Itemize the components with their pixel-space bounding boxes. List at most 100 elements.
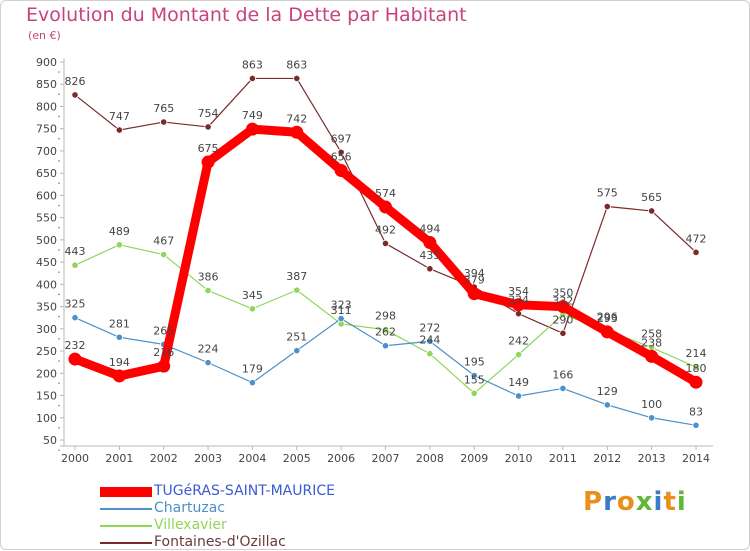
chart-title: Evolution du Montant de la Dette par Hab… bbox=[26, 4, 467, 26]
series-point-0 bbox=[112, 369, 126, 383]
data-label-1: 272 bbox=[419, 321, 440, 334]
data-label-2: 489 bbox=[109, 225, 130, 238]
series-point-2 bbox=[248, 305, 257, 313]
x-tick-label: 2010 bbox=[505, 452, 533, 465]
legend-label: TUGéRAS-SAINT-MAURICE bbox=[154, 483, 335, 499]
series-point-2 bbox=[692, 363, 700, 371]
y-tick-label: 750 bbox=[36, 123, 57, 136]
data-label-0: 749 bbox=[242, 109, 263, 122]
y-tick-label: 300 bbox=[36, 323, 57, 336]
data-label-3: 472 bbox=[686, 232, 707, 245]
data-label-2: 467 bbox=[153, 235, 174, 248]
data-label-1: 166 bbox=[552, 368, 573, 381]
data-label-0: 293 bbox=[597, 312, 618, 325]
data-label-2: 298 bbox=[375, 310, 396, 323]
data-label-3: 754 bbox=[198, 107, 219, 120]
data-label-2: 296 bbox=[597, 311, 618, 324]
data-label-2: 311 bbox=[331, 304, 352, 317]
x-tick-label: 2005 bbox=[283, 452, 311, 465]
series-point-2 bbox=[426, 350, 434, 358]
series-point-3 bbox=[603, 202, 611, 211]
series-point-2 bbox=[204, 286, 212, 295]
series-point-2 bbox=[381, 326, 390, 334]
y-minor-tick bbox=[58, 360, 60, 362]
legend-swatch bbox=[100, 524, 152, 527]
y-minor-tick bbox=[58, 137, 60, 140]
y-tick-label: 350 bbox=[36, 301, 57, 314]
data-label-3: 863 bbox=[286, 58, 307, 71]
x-tick-label: 2002 bbox=[150, 452, 178, 465]
data-label-2: 386 bbox=[198, 271, 219, 284]
x-tick-label: 2011 bbox=[549, 452, 577, 465]
data-label-1: 100 bbox=[641, 398, 662, 411]
chart-unit: (en €) bbox=[28, 29, 61, 42]
y-minor-tick bbox=[58, 338, 60, 340]
data-label-1: 265 bbox=[153, 324, 174, 337]
data-label-0: 742 bbox=[286, 112, 307, 125]
y-minor-tick bbox=[58, 204, 60, 207]
x-tick-label: 2006 bbox=[327, 452, 355, 465]
y-tick-label: 600 bbox=[36, 189, 57, 202]
series-point-1 bbox=[426, 337, 434, 345]
series-point-0 bbox=[467, 287, 481, 301]
y-tick-label: 100 bbox=[36, 412, 57, 425]
data-label-3: 863 bbox=[242, 58, 263, 71]
data-label-2: 443 bbox=[65, 245, 86, 258]
data-label-3: 765 bbox=[153, 102, 174, 115]
data-label-1: 129 bbox=[597, 385, 618, 398]
series-point-0 bbox=[423, 236, 437, 250]
data-label-3: 747 bbox=[109, 110, 130, 123]
data-label-0: 216 bbox=[153, 346, 174, 359]
series-point-3 bbox=[248, 74, 257, 83]
data-label-3: 394 bbox=[464, 267, 485, 280]
series-point-0 bbox=[201, 155, 215, 169]
x-tick-label: 2012 bbox=[593, 452, 621, 465]
series-point-1 bbox=[204, 359, 212, 367]
y-tick-label: 650 bbox=[36, 167, 57, 180]
data-label-0: 354 bbox=[508, 285, 529, 298]
legend-swatch bbox=[100, 507, 152, 510]
series-point-1 bbox=[692, 421, 700, 429]
y-minor-tick bbox=[58, 426, 60, 429]
series-point-3 bbox=[71, 91, 79, 99]
y-tick-label: 150 bbox=[36, 390, 57, 403]
data-label-0: 194 bbox=[109, 356, 130, 369]
series-point-1 bbox=[115, 333, 123, 341]
x-tick-label: 2003 bbox=[194, 452, 222, 465]
data-label-0: 232 bbox=[65, 339, 86, 352]
data-label-0: 494 bbox=[419, 223, 440, 236]
series-point-1 bbox=[648, 414, 656, 422]
y-minor-tick bbox=[58, 160, 60, 162]
data-label-2: 345 bbox=[242, 289, 263, 302]
data-label-1: 224 bbox=[198, 343, 219, 356]
data-label-2: 387 bbox=[286, 270, 307, 283]
series-point-2 bbox=[293, 286, 301, 294]
series-point-0 bbox=[379, 200, 392, 214]
series-point-0 bbox=[290, 125, 304, 139]
x-tick-label: 2004 bbox=[238, 452, 266, 465]
series-point-1 bbox=[603, 401, 611, 409]
series-point-0 bbox=[689, 375, 703, 389]
series-point-2 bbox=[115, 241, 123, 249]
y-tick-label: 550 bbox=[36, 212, 57, 225]
y-tick-label: 800 bbox=[36, 100, 57, 113]
series-point-0 bbox=[512, 298, 526, 312]
y-minor-tick bbox=[58, 449, 60, 451]
y-tick-label: 250 bbox=[36, 345, 57, 358]
x-tick-label: 2014 bbox=[682, 452, 710, 465]
series-point-3 bbox=[692, 248, 700, 256]
y-minor-tick bbox=[58, 293, 60, 296]
series-point-3 bbox=[115, 126, 123, 134]
y-minor-tick bbox=[58, 93, 60, 96]
x-tick-label: 2001 bbox=[105, 452, 133, 465]
data-label-1: 83 bbox=[689, 405, 703, 418]
data-label-0: 675 bbox=[198, 142, 219, 155]
data-label-3: 826 bbox=[65, 75, 86, 88]
series-point-3 bbox=[381, 239, 390, 248]
series-point-2 bbox=[160, 250, 168, 259]
x-tick-label: 2013 bbox=[638, 452, 666, 465]
series-point-2 bbox=[71, 261, 79, 269]
data-label-2: 258 bbox=[641, 328, 662, 341]
y-minor-tick bbox=[58, 271, 60, 273]
